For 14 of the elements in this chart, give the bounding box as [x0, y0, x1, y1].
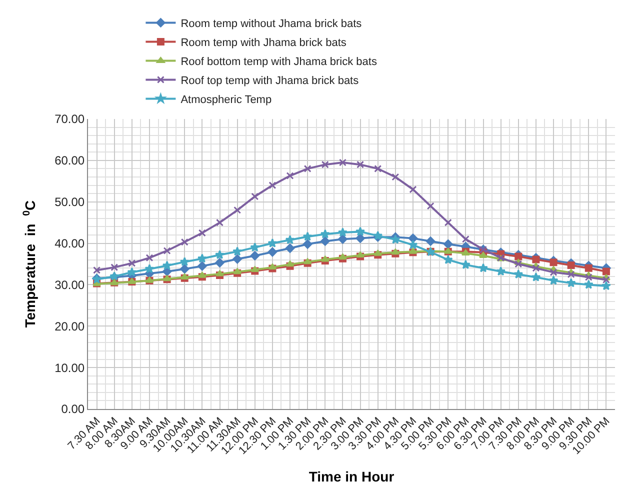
legend-label: Room temp without Jhama brick bats — [180, 18, 362, 30]
legend-label: Room temp with Jhama brick bats — [180, 36, 347, 49]
y-tick-label: 70.00 — [54, 112, 85, 126]
legend-label: Atmospheric Temp — [180, 94, 272, 106]
y-tick-label: 0.00 — [61, 402, 85, 416]
x-axis-title: Time in Hour — [308, 468, 395, 484]
legend-label: Roof bottom temp with Jhama brick bats — [180, 56, 378, 68]
y-tick-label: 20.00 — [54, 319, 85, 334]
y-tick-label: 30.00 — [54, 278, 85, 292]
y-tick-label: 50.00 — [54, 195, 85, 210]
legend-label: Roof top temp with Jhama brick bats — [180, 74, 360, 87]
y-tick-label: 60.00 — [54, 154, 85, 168]
y-tick-label: 10.00 — [54, 360, 85, 375]
y-tick-label: 40.00 — [54, 236, 85, 250]
